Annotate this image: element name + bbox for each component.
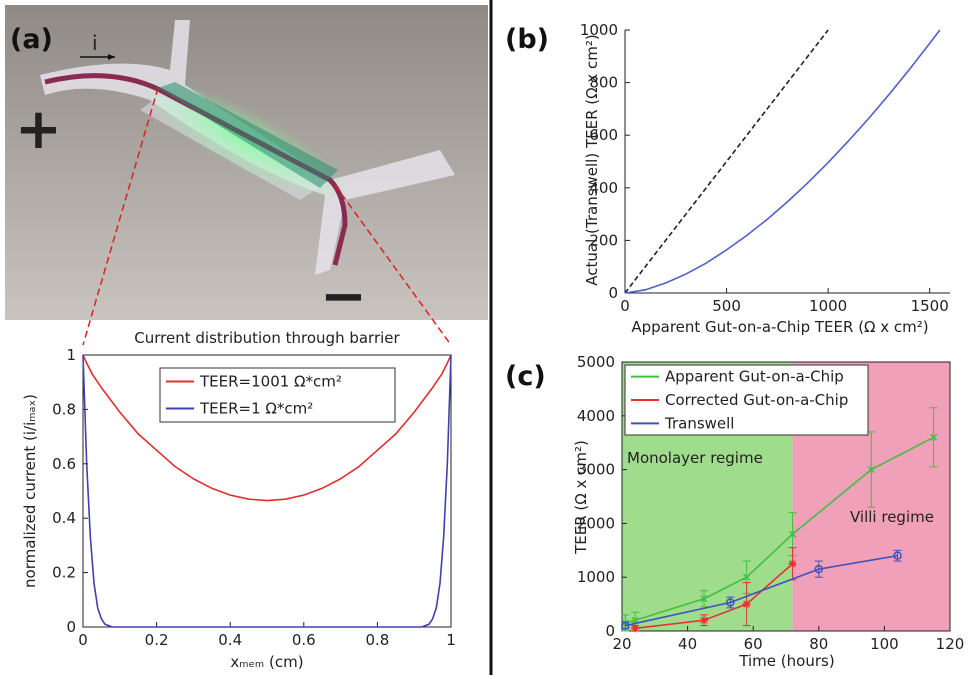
x-tick-label: 100 bbox=[870, 635, 899, 653]
marker bbox=[814, 564, 824, 574]
y-tick-label: 200 bbox=[589, 231, 618, 249]
x-axis-label: Time (hours) bbox=[738, 652, 834, 670]
plus-label: + bbox=[15, 97, 62, 162]
x-tick-label: 0 bbox=[620, 297, 630, 315]
legend-label: Apparent Gut-on-a-Chip bbox=[665, 368, 844, 386]
legend-label: TEER=1 Ω*cm² bbox=[199, 400, 313, 418]
marker bbox=[621, 621, 630, 630]
series-line bbox=[625, 554, 898, 627]
legend-box bbox=[624, 364, 869, 436]
y-tick-label: 0.4 bbox=[52, 509, 76, 527]
x-tick-label: 80 bbox=[809, 635, 828, 653]
x-tick-label: 0 bbox=[78, 631, 88, 649]
y-tick-label: 0 bbox=[66, 618, 76, 636]
x-tick-label: 40 bbox=[678, 635, 697, 653]
marker bbox=[788, 559, 797, 568]
arrowhead bbox=[108, 54, 115, 60]
series-line bbox=[82, 354, 452, 502]
y-tick-label: 1000 bbox=[580, 21, 618, 39]
legend-label: TEER=1001 Ω*cm² bbox=[199, 373, 342, 391]
panel-label: (c) bbox=[505, 361, 546, 392]
x-tick-label: 1500 bbox=[911, 297, 949, 315]
y-tick-label: 0 bbox=[608, 284, 618, 302]
chart-title: Current distribution through barrier bbox=[134, 329, 400, 347]
y-axis-label: Actual (Transwell) TEER (Ω x cm²) bbox=[583, 34, 601, 285]
y-tick-label: 4000 bbox=[577, 407, 615, 425]
y-tick-label: 0.2 bbox=[52, 564, 76, 582]
x-tick-label: 60 bbox=[744, 635, 763, 653]
x-tick-label: 0.4 bbox=[218, 631, 242, 649]
membrane bbox=[158, 82, 338, 188]
series-line bbox=[635, 563, 794, 630]
x-tick-label: 20 bbox=[612, 635, 631, 653]
panel-label: (b) bbox=[505, 24, 549, 55]
y-tick-label: 0.6 bbox=[52, 455, 76, 473]
region-label: Monolayer regime bbox=[627, 449, 763, 467]
y-tick-label: 0 bbox=[605, 622, 615, 640]
legend-label: Transwell bbox=[664, 414, 734, 432]
panel-label: (a) bbox=[10, 24, 53, 55]
y-tick-label: 600 bbox=[589, 126, 618, 144]
photo: i + − bbox=[5, 5, 488, 346]
marker bbox=[789, 530, 797, 538]
series-line bbox=[624, 29, 829, 294]
series-line bbox=[624, 29, 941, 294]
marker bbox=[867, 466, 875, 474]
current-label: i bbox=[92, 31, 98, 55]
marker bbox=[700, 616, 708, 625]
y-tick-label: 400 bbox=[589, 179, 618, 197]
minus-label: − bbox=[320, 264, 367, 329]
x-tick-label: 120 bbox=[936, 635, 965, 653]
x-axis-label: Apparent Gut-on-a-Chip TEER (Ω x cm²) bbox=[631, 318, 928, 336]
zoom-line bbox=[82, 87, 159, 346]
x-tick-label: 0.8 bbox=[365, 631, 389, 649]
y-axis-label: normalized current (i/iₘₐₓ) bbox=[21, 394, 39, 588]
x-tick-label: 0.2 bbox=[145, 631, 169, 649]
error-bar bbox=[814, 560, 823, 578]
x-tick-label: 0.6 bbox=[292, 631, 316, 649]
marker bbox=[631, 624, 640, 633]
marker bbox=[725, 598, 735, 607]
y-tick-label: 0.8 bbox=[52, 400, 76, 418]
x-tick-label: 500 bbox=[712, 297, 741, 315]
marker bbox=[743, 573, 751, 581]
x-tick-label: 1 bbox=[446, 631, 456, 649]
marker bbox=[742, 600, 751, 609]
marker bbox=[930, 433, 938, 441]
y-axis-label: TEER (Ω x cm²) bbox=[572, 440, 590, 555]
x-tick-label: 1000 bbox=[809, 297, 847, 315]
y-tick-label: 3000 bbox=[577, 461, 615, 479]
region-label: Villi regime bbox=[850, 508, 934, 526]
channel bbox=[44, 73, 348, 266]
x-axis-label: xₘₑₘ (cm) bbox=[230, 653, 303, 671]
y-tick-label: 2000 bbox=[577, 514, 615, 532]
legend-label: Corrected Gut-on-a-Chip bbox=[665, 391, 848, 409]
y-tick-label: 1000 bbox=[577, 568, 615, 586]
y-tick-label: 800 bbox=[589, 74, 618, 92]
plot-frame bbox=[621, 361, 951, 632]
y-tick-label: 1 bbox=[66, 346, 76, 364]
series-line bbox=[82, 354, 452, 628]
legend-box bbox=[159, 367, 396, 423]
y-tick-label: 5000 bbox=[577, 353, 615, 371]
marker bbox=[893, 551, 902, 560]
marker bbox=[700, 595, 708, 603]
